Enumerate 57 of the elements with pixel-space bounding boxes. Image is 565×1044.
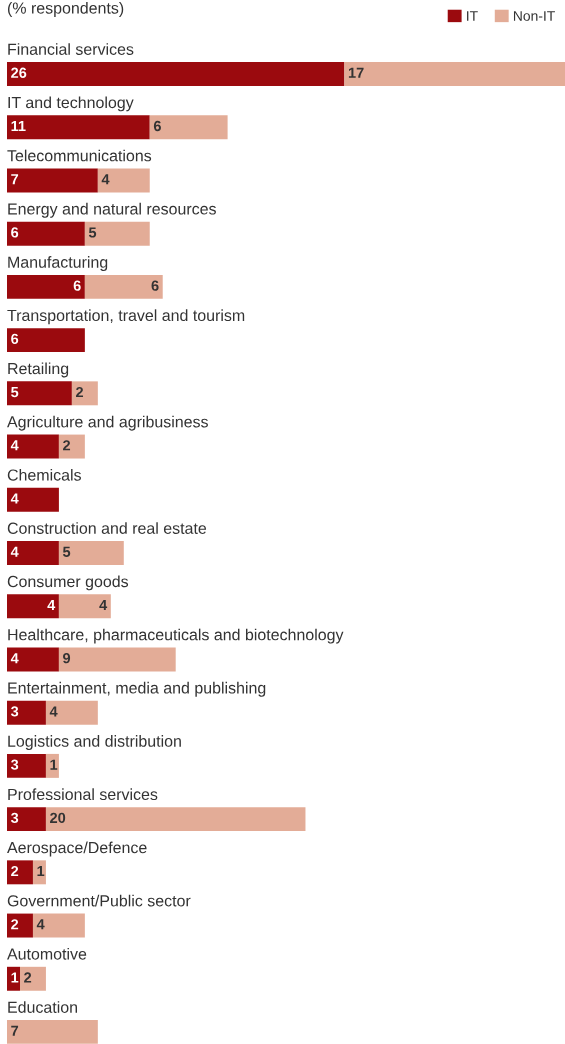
data-label: 6	[153, 120, 161, 132]
data-label: 1	[50, 759, 58, 770]
data-label: 6	[73, 280, 81, 291]
data-label: 6	[11, 333, 19, 345]
y-tick-label: Healthcare, pharmaceuticals and biotechnology	[8, 628, 344, 644]
data-label: 7	[11, 1025, 19, 1036]
data-label: 4	[10, 440, 19, 451]
data-label: 2	[11, 919, 19, 930]
y-tick-label: Professional services	[8, 788, 158, 801]
data-label: 1	[37, 866, 45, 877]
data-label: 6	[151, 280, 159, 291]
data-label: 5	[62, 546, 71, 557]
data-label: 2	[11, 865, 19, 877]
data-label: 11	[11, 120, 26, 131]
data-label: 3	[10, 812, 19, 824]
data-label: 3	[10, 759, 19, 770]
data-label: 2	[76, 386, 84, 398]
y-tick-label: IT and technology	[8, 96, 134, 112]
data-label: 4	[99, 599, 108, 610]
data-label: 9	[63, 653, 71, 664]
y-tick-label: Retailing	[8, 362, 69, 378]
y-tick-label: Aerospace/Defence	[7, 841, 147, 857]
data-label: 2	[24, 972, 32, 983]
chart-title: (% respondents)	[7, 2, 124, 17]
y-tick-label: Government/Public sector	[7, 894, 191, 907]
y-tick-label: Chemicals	[7, 468, 81, 481]
y-tick-label: Entertainment, media and publishing	[8, 681, 266, 697]
data-label: 4	[36, 919, 45, 930]
data-label: 3	[10, 706, 19, 717]
data-label: 4	[10, 493, 19, 504]
y-tick-label: Manufacturing	[8, 256, 108, 271]
data-label: 17	[348, 67, 364, 78]
data-label: 4	[47, 599, 56, 610]
data-label: 4	[49, 706, 58, 717]
data-label: 6	[11, 227, 19, 238]
data-label: 2	[63, 440, 71, 451]
data-label: 4	[10, 546, 19, 557]
data-label: 7	[11, 174, 19, 185]
y-tick-label: Financial services	[8, 43, 134, 55]
y-tick-label: Automotive	[7, 947, 87, 960]
data-label: 26	[11, 67, 27, 78]
data-label: 4	[10, 653, 19, 664]
y-tick-label: Education	[8, 1001, 77, 1013]
data-label: 20	[50, 812, 66, 824]
y-tick-label: Telecommunications	[7, 149, 152, 162]
data-label: 5	[11, 387, 19, 398]
data-label: 4	[101, 174, 110, 185]
y-tick-label: Consumer goods	[7, 575, 129, 591]
y-tick-label: Energy and natural resources	[8, 202, 216, 218]
y-tick-label: Construction and real estate	[7, 522, 207, 534]
y-tick-label: Agriculture and agribusiness	[7, 415, 208, 431]
legend-label: Non-IT	[513, 11, 555, 21]
data-label: 5	[88, 227, 97, 238]
legend-label: IT	[467, 11, 478, 21]
y-tick-label: Transportation, travel and tourism	[7, 309, 245, 325]
data-label: 1	[11, 972, 19, 983]
y-tick-label: Logistics and distribution	[8, 735, 181, 750]
